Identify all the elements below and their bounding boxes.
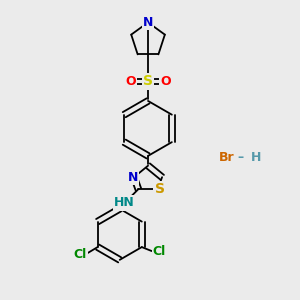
Text: Cl: Cl: [73, 248, 87, 261]
Text: S: S: [143, 74, 153, 88]
Text: N: N: [128, 171, 138, 184]
Text: S: S: [155, 182, 165, 196]
Text: H: H: [251, 152, 262, 164]
Text: N: N: [143, 16, 153, 29]
Text: Br: Br: [219, 152, 234, 164]
Text: Cl: Cl: [153, 245, 166, 259]
Text: O: O: [125, 75, 136, 88]
Text: O: O: [160, 75, 171, 88]
Text: HN: HN: [114, 196, 135, 209]
Text: –: –: [237, 152, 243, 164]
